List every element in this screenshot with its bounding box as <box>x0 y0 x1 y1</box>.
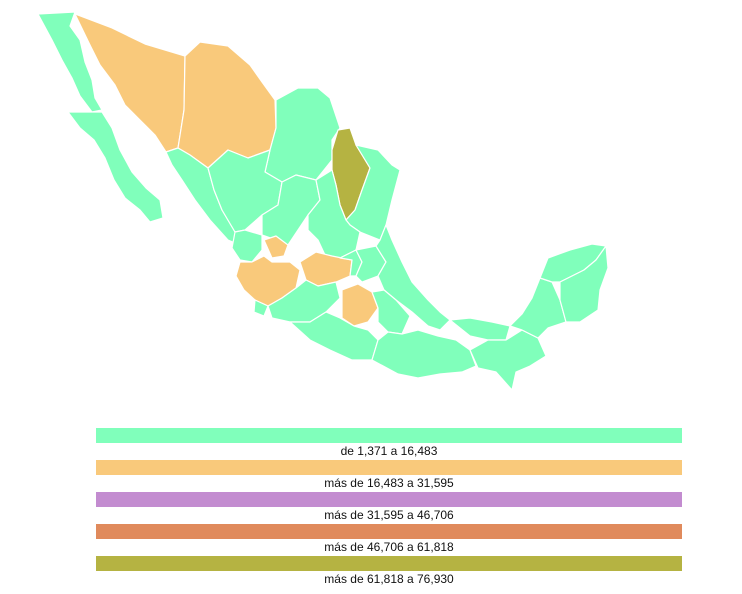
state-oaxaca <box>371 329 477 379</box>
legend-swatch-2 <box>96 460 682 475</box>
state-guerrero <box>289 311 379 361</box>
legend-item-2: más de 16,483 a 31,595 <box>96 460 682 492</box>
legend-swatch-1 <box>96 428 682 443</box>
state-coahuila <box>264 87 341 183</box>
legend-item-5: más de 61,818 a 76,930 <box>96 556 682 588</box>
state-colima <box>253 299 269 317</box>
legend-label-3: más de 31,595 a 46,706 <box>324 508 454 522</box>
state-aguascalientes <box>263 235 289 259</box>
state-mexico <box>341 283 379 327</box>
state-tamaulipas <box>345 144 401 241</box>
legend-label-2: más de 16,483 a 31,595 <box>324 476 454 490</box>
state-chiapas <box>469 329 547 391</box>
state-michoacan <box>267 279 341 323</box>
choropleth-map <box>37 11 609 391</box>
state-sonora <box>74 13 186 153</box>
legend-swatch-5 <box>96 556 682 571</box>
state-quintana-roo <box>559 245 609 323</box>
state-baja-california-sur <box>67 111 164 223</box>
legend-item-3: más de 31,595 a 46,706 <box>96 492 682 524</box>
legend-swatch-4 <box>96 524 682 539</box>
legend-item-4: más de 46,706 a 61,818 <box>96 524 682 556</box>
mexico-landmass <box>37 11 609 391</box>
legend-label-4: más de 46,706 a 61,818 <box>324 540 454 554</box>
legend-item-1: de 1,371 a 16,483 <box>96 428 682 460</box>
legend-label-5: más de 61,818 a 76,930 <box>324 572 454 586</box>
state-baja-california <box>37 11 103 113</box>
legend-label-1: de 1,371 a 16,483 <box>340 444 438 458</box>
state-campeche <box>509 277 567 339</box>
state-veracruz <box>375 224 451 331</box>
legend-swatch-3 <box>96 492 682 507</box>
state-chihuahua <box>177 41 277 169</box>
legend: de 1,371 a 16,483 más de 16,483 a 31,595… <box>96 428 682 588</box>
state-nayarit <box>231 229 263 263</box>
state-tabasco <box>449 317 511 341</box>
